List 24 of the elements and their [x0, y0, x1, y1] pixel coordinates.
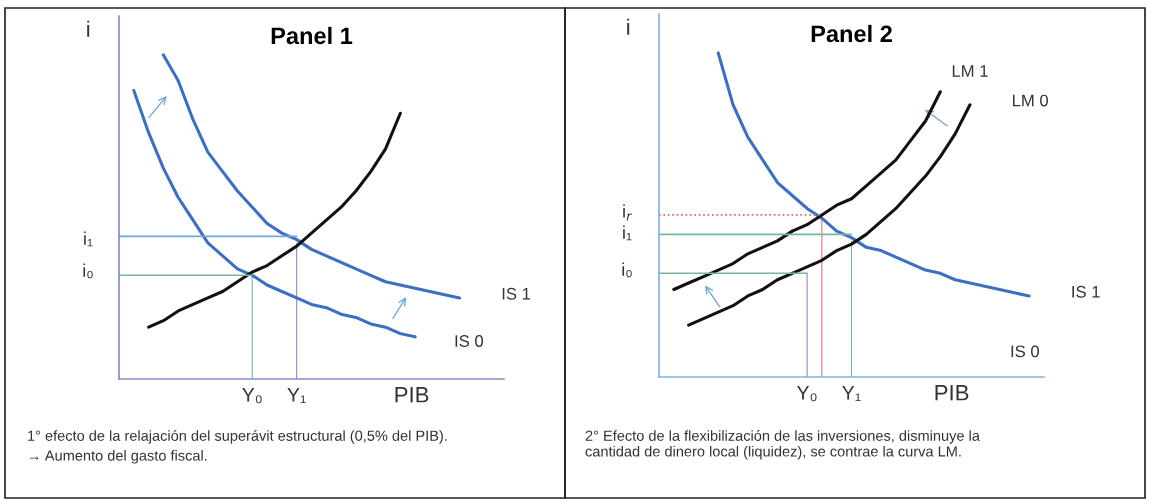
x-tick-label: Y₁: [287, 388, 306, 404]
chart-title: Panel 2: [811, 24, 892, 43]
x-axis-title: PIB: [935, 385, 969, 401]
x-tick-label: Y₀: [242, 388, 262, 404]
text: i₀: [83, 263, 93, 279]
text: IS 0: [455, 335, 484, 347]
text: → Aumento del gasto fiscal.: [29, 450, 207, 464]
chart-title: Panel 1: [271, 26, 353, 45]
annotation: IS 0: [1011, 345, 1039, 358]
text: 1° efecto de la relajación del superávit estructural (0,5% del PIB).: [28, 430, 447, 444]
text: IS 1: [1072, 285, 1100, 298]
text: i₀: [622, 262, 632, 278]
x-tick-label: Y₀: [796, 386, 817, 402]
text: i₁: [623, 225, 632, 241]
x-tick-label: Y₁: [842, 386, 861, 402]
text: LM 0: [1013, 94, 1049, 107]
x-axis-title: PIB: [395, 387, 429, 403]
y-axis-title: i: [87, 20, 90, 37]
text: i₁: [84, 231, 93, 247]
y-axis-title: i: [627, 18, 630, 35]
text: i$_{r}$: [623, 204, 633, 221]
text: IS 1: [502, 287, 531, 300]
text: 2° Efecto de la flexibilización de las inversiones, disminuye la cantidad de dinero local (liquidez), se contrae la curva LM.: [585, 430, 980, 460]
series-label: LM 1: [952, 65, 988, 77]
